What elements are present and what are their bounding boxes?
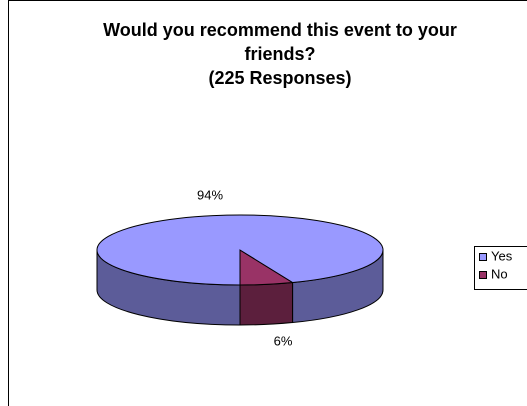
legend-swatch bbox=[479, 253, 487, 261]
chart-title: Would you recommend this event to your f… bbox=[103, 20, 457, 64]
chart-subtitle: (225 Responses) bbox=[208, 68, 352, 88]
pie-slice-side bbox=[239, 281, 294, 326]
legend-swatch bbox=[479, 271, 487, 279]
pie-slice bbox=[96, 214, 384, 286]
legend-label: No bbox=[491, 266, 508, 281]
legend-label: Yes bbox=[491, 248, 513, 263]
chart-frame bbox=[8, 0, 527, 406]
data-label: 94% bbox=[197, 187, 223, 202]
data-label: 6% bbox=[274, 333, 293, 348]
titles: Would you recommend this event to your f… bbox=[60, 18, 500, 90]
